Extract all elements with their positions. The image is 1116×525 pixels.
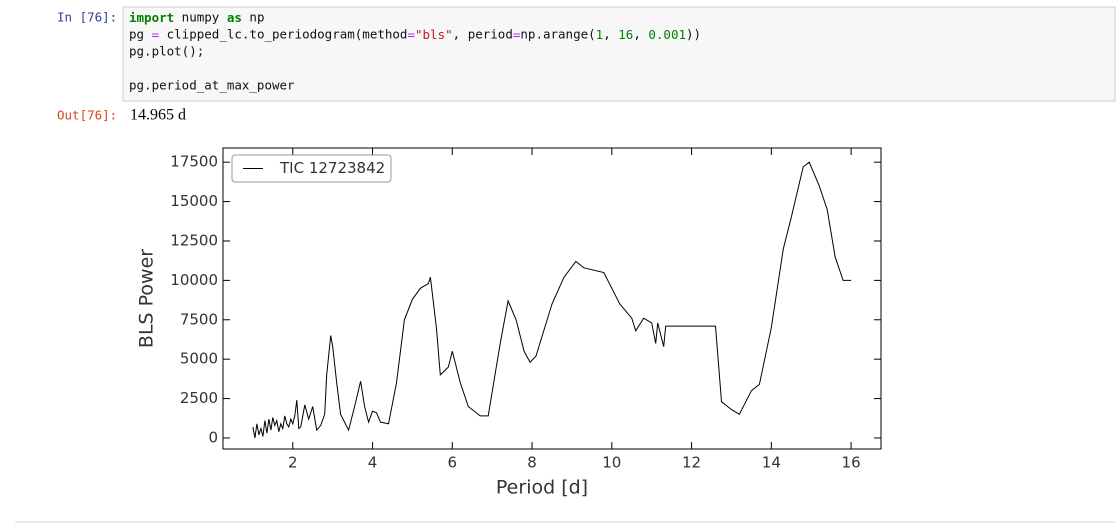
- x-tick-label: 4: [368, 454, 378, 472]
- code-cell[interactable]: [122, 6, 1116, 102]
- y-tick-label: 7500: [180, 310, 218, 328]
- output-text: 14.965 d: [130, 107, 186, 124]
- y-tick-label: 17500: [170, 153, 218, 171]
- y-tick-label: 12500: [170, 231, 218, 249]
- y-axis-label: BLS Power: [136, 249, 158, 348]
- y-tick-label: 5000: [180, 350, 218, 368]
- code-line: pg.period_at_max_power: [129, 78, 295, 93]
- data-line: [252, 161, 852, 439]
- x-tick-label: 14: [762, 454, 781, 472]
- code-line: import numpy as np: [129, 10, 264, 25]
- x-tick-label: 16: [842, 454, 861, 472]
- plot-area: [222, 147, 882, 450]
- x-tick-label: 8: [527, 454, 537, 472]
- code-line: pg.plot();: [129, 44, 204, 59]
- y-tick-label: 0: [208, 428, 218, 446]
- input-prompt: In [76]:: [57, 10, 117, 25]
- legend-box: [231, 154, 392, 183]
- x-tick-label: 2: [288, 454, 298, 472]
- chart: 2 4 6 8 10 12 14 16 0 2500 5000 7500 10000 12500 15000…: [136, 147, 882, 499]
- y-tick-label: 2500: [180, 389, 218, 407]
- x-tick-label: 6: [448, 454, 458, 472]
- y-tick-label: 15000: [170, 192, 218, 210]
- y-tick-label: 10000: [170, 271, 218, 289]
- x-tick-label: 12: [682, 454, 701, 472]
- x-tick-label: 10: [602, 454, 621, 472]
- output-prompt: Out[76]:: [57, 108, 117, 123]
- code-line: pg = clipped_lc.to_periodogram(method="b…: [129, 27, 701, 42]
- x-axis-label: Period [d]: [496, 477, 588, 499]
- legend-label: TIC 12723842: [279, 159, 385, 177]
